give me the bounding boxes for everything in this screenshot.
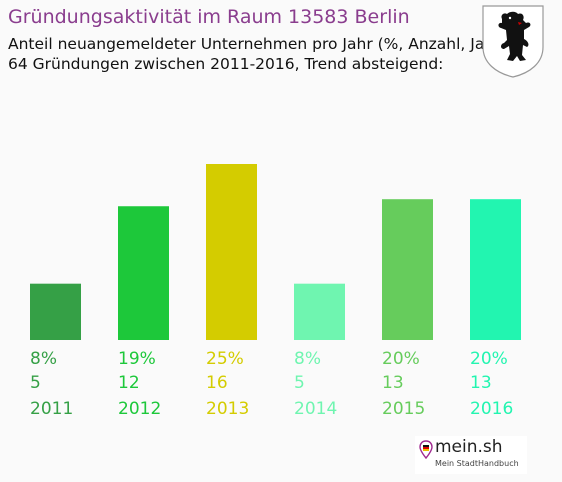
bar-2011 <box>30 283 81 340</box>
subtitle-line-2: 64 Gründungen zwischen 2011-2016, Trend … <box>8 55 444 73</box>
year-label-2016: 2016 <box>470 399 513 419</box>
percent-label-2011: 8% <box>30 349 57 369</box>
percent-label-2013: 25% <box>206 349 244 369</box>
year-label-2012: 2012 <box>118 399 161 419</box>
year-label-2011: 2011 <box>30 399 73 419</box>
logo-name: mein.sh <box>435 437 503 457</box>
chart-title: Gründungsaktivität im Raum 13583 Berlin <box>8 6 410 28</box>
percent-label-2015: 20% <box>382 349 420 369</box>
count-label-2013: 16 <box>206 373 228 393</box>
year-label-2015: 2015 <box>382 399 425 419</box>
chart-subtitle: Anteil neuangemeldeter Unternehmen pro J… <box>8 34 507 74</box>
count-label-2015: 13 <box>382 373 404 393</box>
percent-label-2012: 19% <box>118 349 156 369</box>
year-label-2013: 2013 <box>206 399 249 419</box>
mein-sh-logo[interactable]: mein.sh Mein StadtHandbuch <box>415 436 527 474</box>
count-label-2011: 5 <box>30 373 41 393</box>
bar-2013 <box>206 164 257 340</box>
count-label-2014: 5 <box>294 373 305 393</box>
bar-2012 <box>118 206 169 340</box>
bar-2016 <box>470 199 521 340</box>
bar-2014 <box>294 283 345 340</box>
count-label-2016: 13 <box>470 373 492 393</box>
percent-label-2014: 8% <box>294 349 321 369</box>
percent-label-2016: 20% <box>470 349 508 369</box>
bar-2015 <box>382 199 433 340</box>
berlin-bear-crest-icon <box>482 5 544 78</box>
map-pin-icon <box>419 440 433 460</box>
logo-tagline: Mein StadtHandbuch <box>435 459 519 468</box>
count-label-2012: 12 <box>118 373 140 393</box>
year-label-2014: 2014 <box>294 399 337 419</box>
subtitle-line-1: Anteil neuangemeldeter Unternehmen pro J… <box>8 35 507 53</box>
